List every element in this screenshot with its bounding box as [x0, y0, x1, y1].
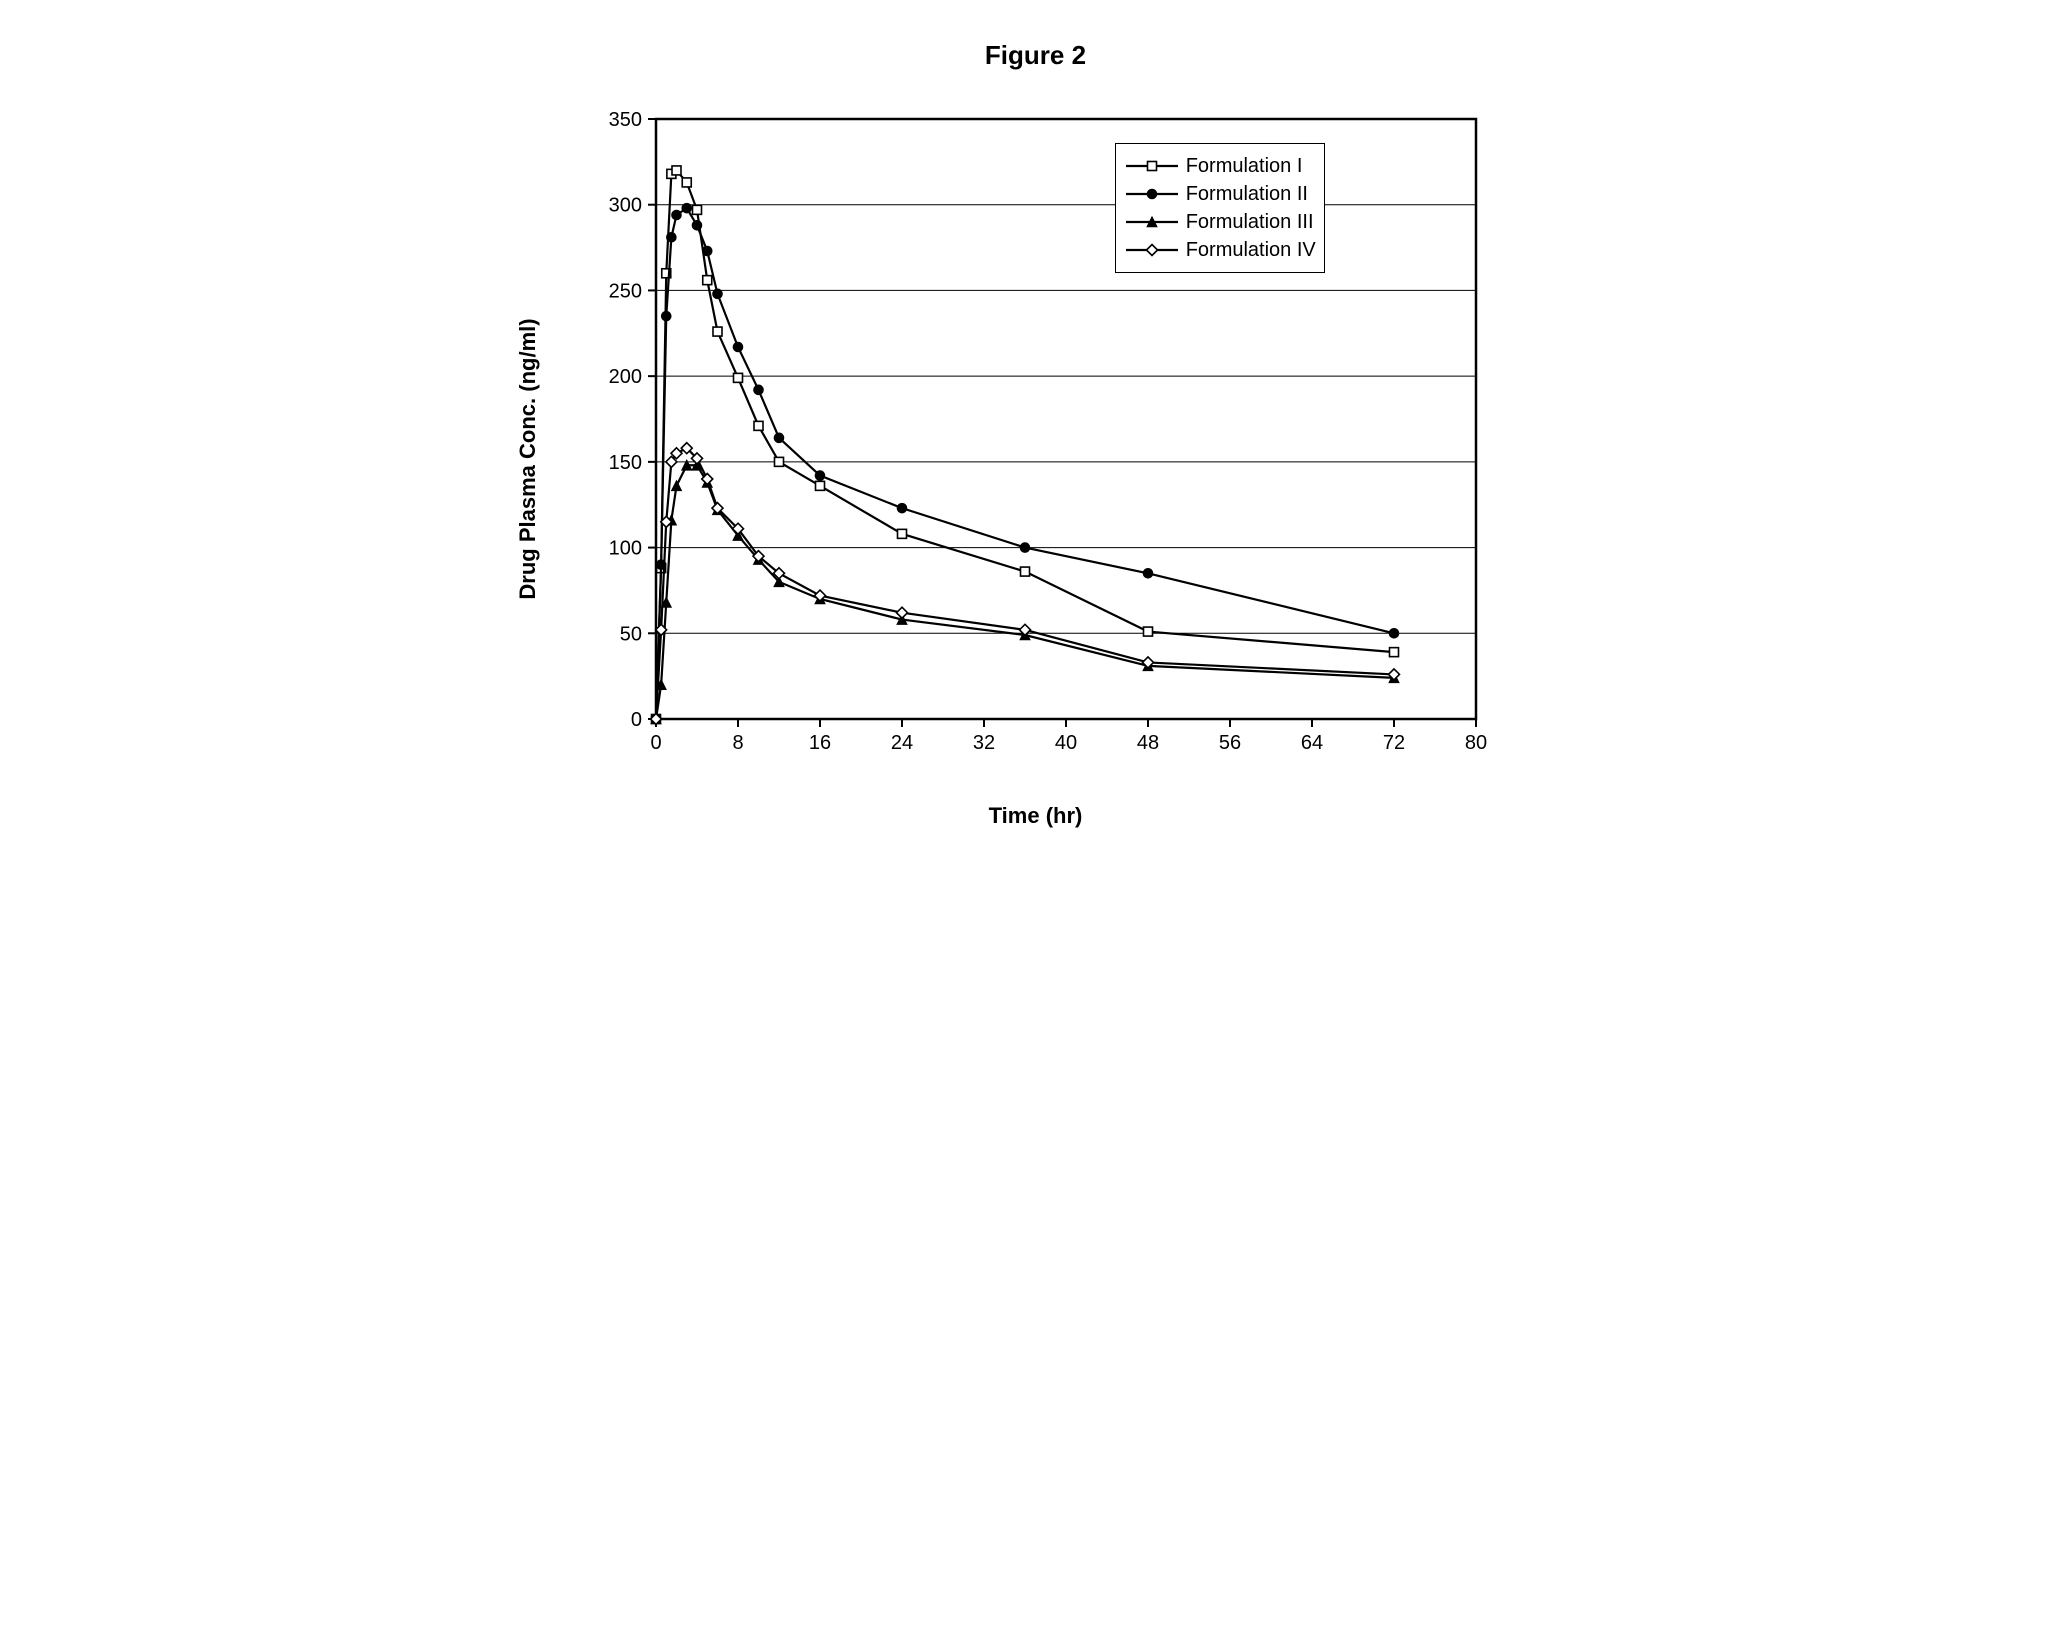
svg-text:150: 150	[608, 452, 641, 474]
svg-text:24: 24	[890, 732, 912, 754]
svg-text:64: 64	[1300, 732, 1322, 754]
x-axis-label: Time (hr)	[989, 803, 1083, 829]
svg-text:200: 200	[608, 366, 641, 388]
svg-text:250: 250	[608, 280, 641, 302]
svg-text:48: 48	[1136, 732, 1158, 754]
legend-marker-icon	[1124, 212, 1180, 232]
legend-row: Formulation I	[1124, 152, 1316, 180]
svg-text:8: 8	[732, 732, 743, 754]
chart-legend: Formulation I Formulation II Formulation I…	[1115, 143, 1325, 273]
legend-marker-icon	[1124, 156, 1180, 176]
svg-text:0: 0	[630, 709, 641, 731]
y-axis-label: Drug Plasma Conc. (ng/ml)	[515, 318, 541, 599]
svg-text:16: 16	[808, 732, 830, 754]
legend-label: Formulation II	[1186, 183, 1308, 206]
legend-label: Formulation IV	[1186, 239, 1316, 262]
figure-title: Figure 2	[536, 40, 1536, 71]
chart-frame: Drug Plasma Conc. (ng/ml) 08162432404856…	[556, 99, 1516, 819]
legend-marker-icon	[1124, 240, 1180, 260]
figure-wrapper: Figure 2 Drug Plasma Conc. (ng/ml) 08162…	[536, 40, 1536, 819]
legend-label: Formulation III	[1186, 211, 1314, 234]
svg-text:32: 32	[972, 732, 994, 754]
svg-text:100: 100	[608, 538, 641, 560]
line-chart: 0 8 16 24 32 40 48 56 64 72 80 0 50 100 150 200 250 300 35…	[556, 99, 1516, 799]
legend-marker-icon	[1124, 184, 1180, 204]
legend-row: Formulation IV	[1124, 236, 1316, 264]
legend-label: Formulation I	[1186, 155, 1303, 178]
svg-text:300: 300	[608, 195, 641, 217]
legend-row: Formulation II	[1124, 180, 1316, 208]
svg-text:80: 80	[1464, 732, 1486, 754]
legend-row: Formulation III	[1124, 208, 1316, 236]
svg-text:40: 40	[1054, 732, 1076, 754]
svg-text:72: 72	[1382, 732, 1404, 754]
svg-text:350: 350	[608, 109, 641, 131]
svg-text:50: 50	[619, 623, 641, 645]
svg-text:56: 56	[1218, 732, 1240, 754]
svg-text:0: 0	[650, 732, 661, 754]
